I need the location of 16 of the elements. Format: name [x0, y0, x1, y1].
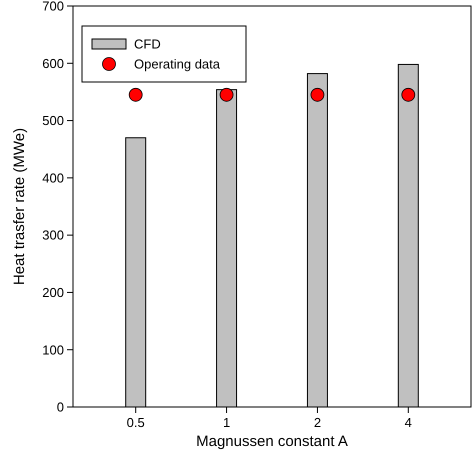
y-tick-label: 200	[42, 284, 64, 300]
y-axis-title: Heat trasfer rate (MWe)	[11, 128, 28, 286]
x-tick-label: 2	[314, 415, 322, 430]
y-tick-label: 700	[42, 0, 64, 14]
x-axis-title: Magnussen constant A	[196, 433, 348, 450]
x-tick-label: 4	[404, 415, 412, 430]
y-tick-label: 600	[42, 56, 64, 71]
x-tick-label: 1	[222, 415, 230, 430]
x-tick-label: 0.5	[126, 415, 145, 430]
y-tick-label: 400	[42, 170, 64, 186]
y-tick-label: 0	[56, 400, 64, 415]
y-tick-label: 300	[42, 228, 64, 243]
y-tick-label: 500	[42, 113, 64, 128]
legend-label: Operating data	[134, 56, 221, 72]
y-tick-label: 100	[42, 342, 64, 358]
legend-label: CFD	[134, 36, 161, 52]
